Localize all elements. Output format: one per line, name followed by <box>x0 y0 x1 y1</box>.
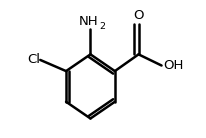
Text: Cl: Cl <box>27 53 40 66</box>
Text: NH: NH <box>79 15 99 28</box>
Text: O: O <box>133 9 144 22</box>
Text: 2: 2 <box>99 22 105 31</box>
Text: OH: OH <box>163 59 183 72</box>
